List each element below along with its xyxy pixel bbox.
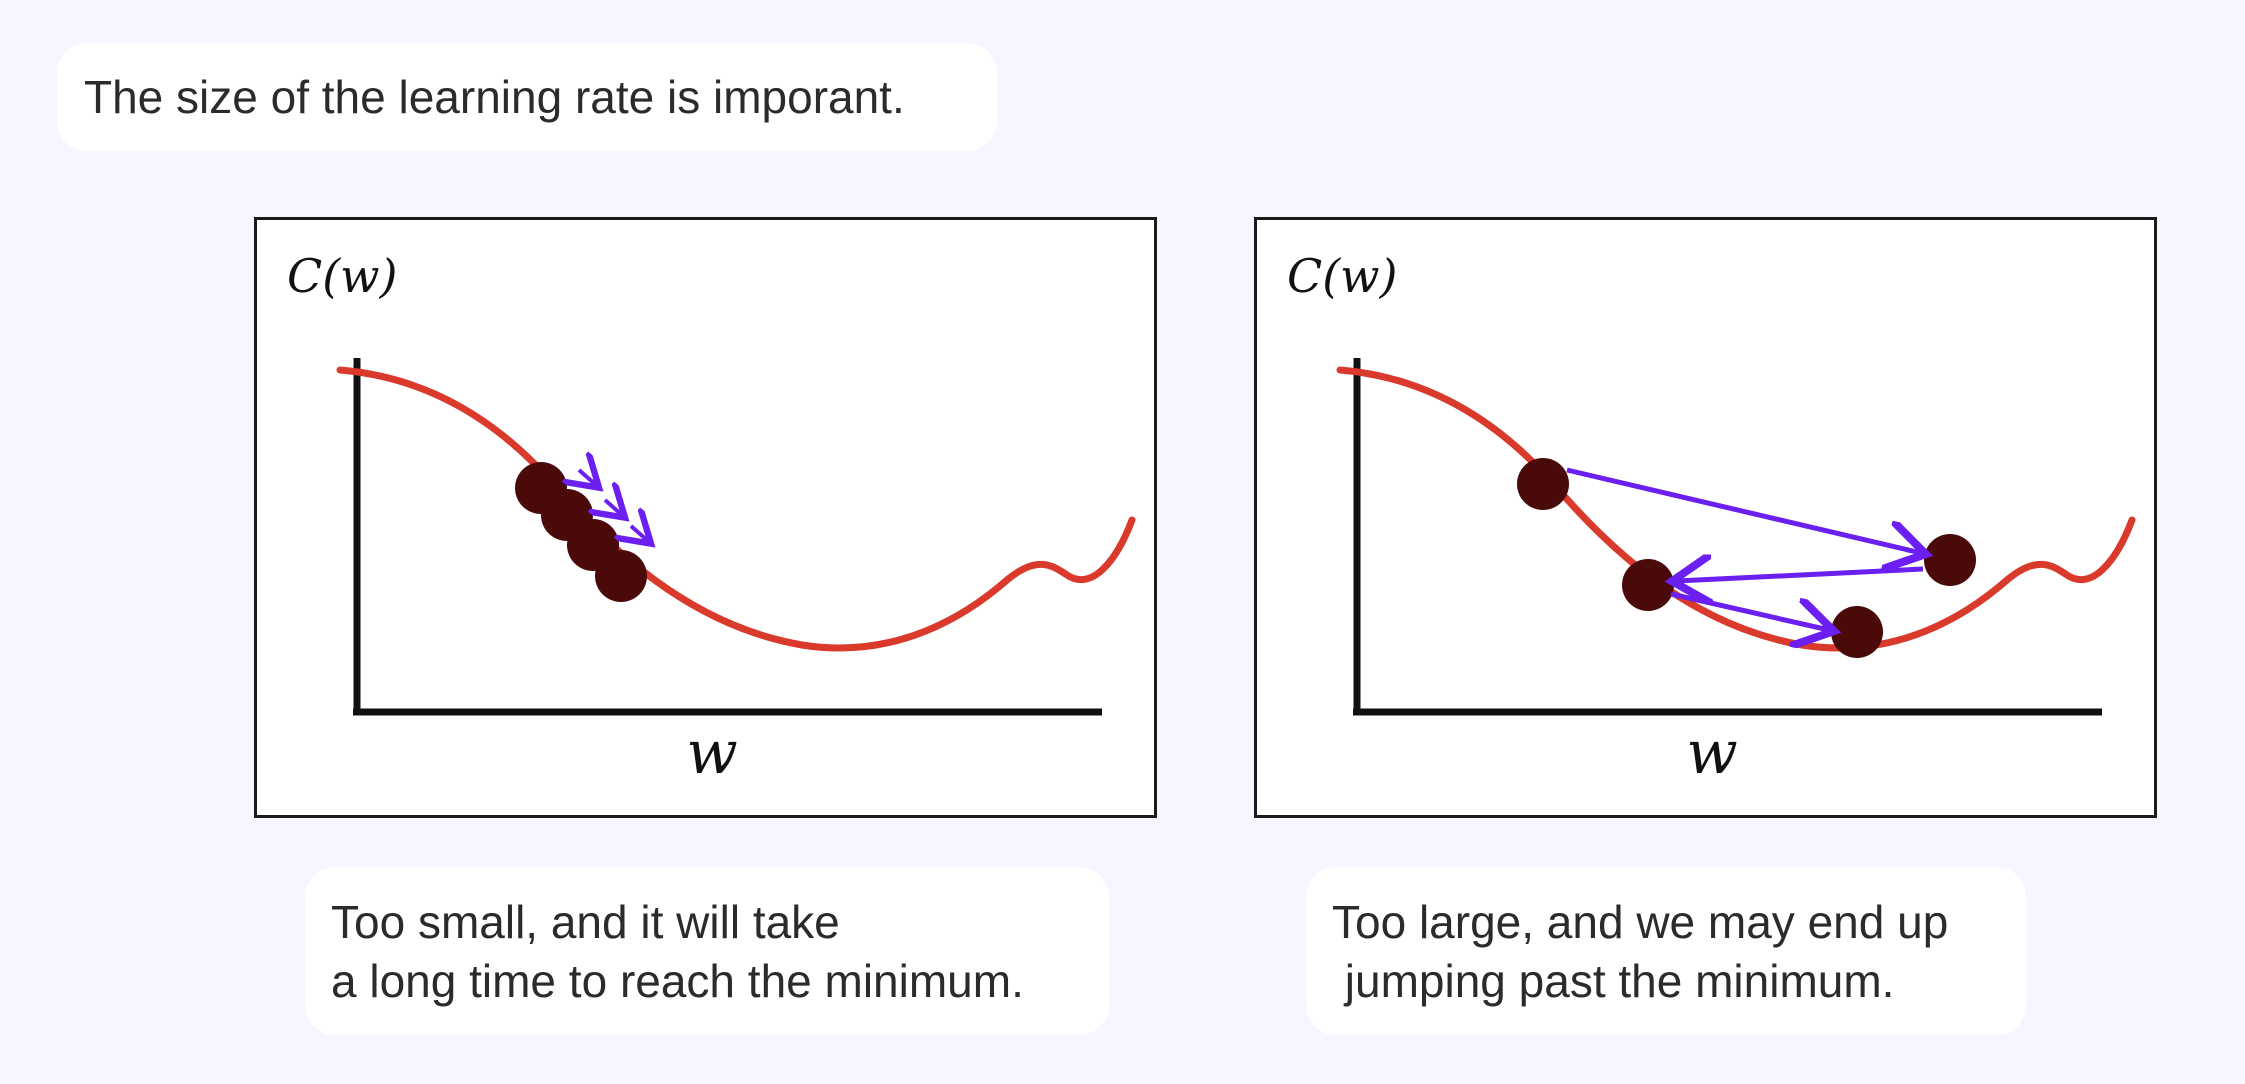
cost-curve (336, 366, 1136, 652)
caption-line: a long time to reach the minimum. (331, 955, 1024, 1007)
gradient-step-point (1517, 458, 1569, 510)
gradient-step-point (1924, 534, 1976, 586)
overshoot-arrow (1566, 467, 1921, 553)
small-learning-rate-svg: C(w) w (287, 249, 1136, 788)
title-bubble: The size of the learning rate is imporan… (57, 43, 997, 151)
x-axis-label: w (686, 718, 737, 788)
y-axis-label: C(w) (287, 249, 397, 303)
caption-line: Too large, and we may end up (1332, 896, 1949, 948)
large-rate-caption: Too large, and we may end up jumping pas… (1306, 867, 2026, 1035)
gradient-step-point (1622, 559, 1674, 611)
large-learning-rate-svg: C(w) w (1287, 249, 2136, 788)
gradient-step-point (1831, 606, 1883, 658)
small-learning-rate-diagram: C(w) w (254, 217, 1157, 818)
y-axis-label: C(w) (1287, 249, 1397, 303)
step-arrow (579, 470, 596, 485)
page-title: The size of the learning rate is imporan… (84, 71, 905, 123)
x-axis-label: w (1686, 718, 1737, 788)
gradient-step-point (595, 550, 647, 602)
overshoot-arrow (1677, 569, 1924, 581)
overshoot-arrow (1670, 591, 1829, 630)
large-learning-rate-diagram: C(w) w (1254, 217, 2157, 818)
caption-line: jumping past the minimum. (1332, 955, 1895, 1007)
step-arrow (605, 500, 622, 515)
step-arrow (631, 526, 648, 541)
caption-line: Too small, and it will take (331, 896, 840, 948)
small-rate-caption: Too small, and it will take a long time … (305, 867, 1109, 1035)
